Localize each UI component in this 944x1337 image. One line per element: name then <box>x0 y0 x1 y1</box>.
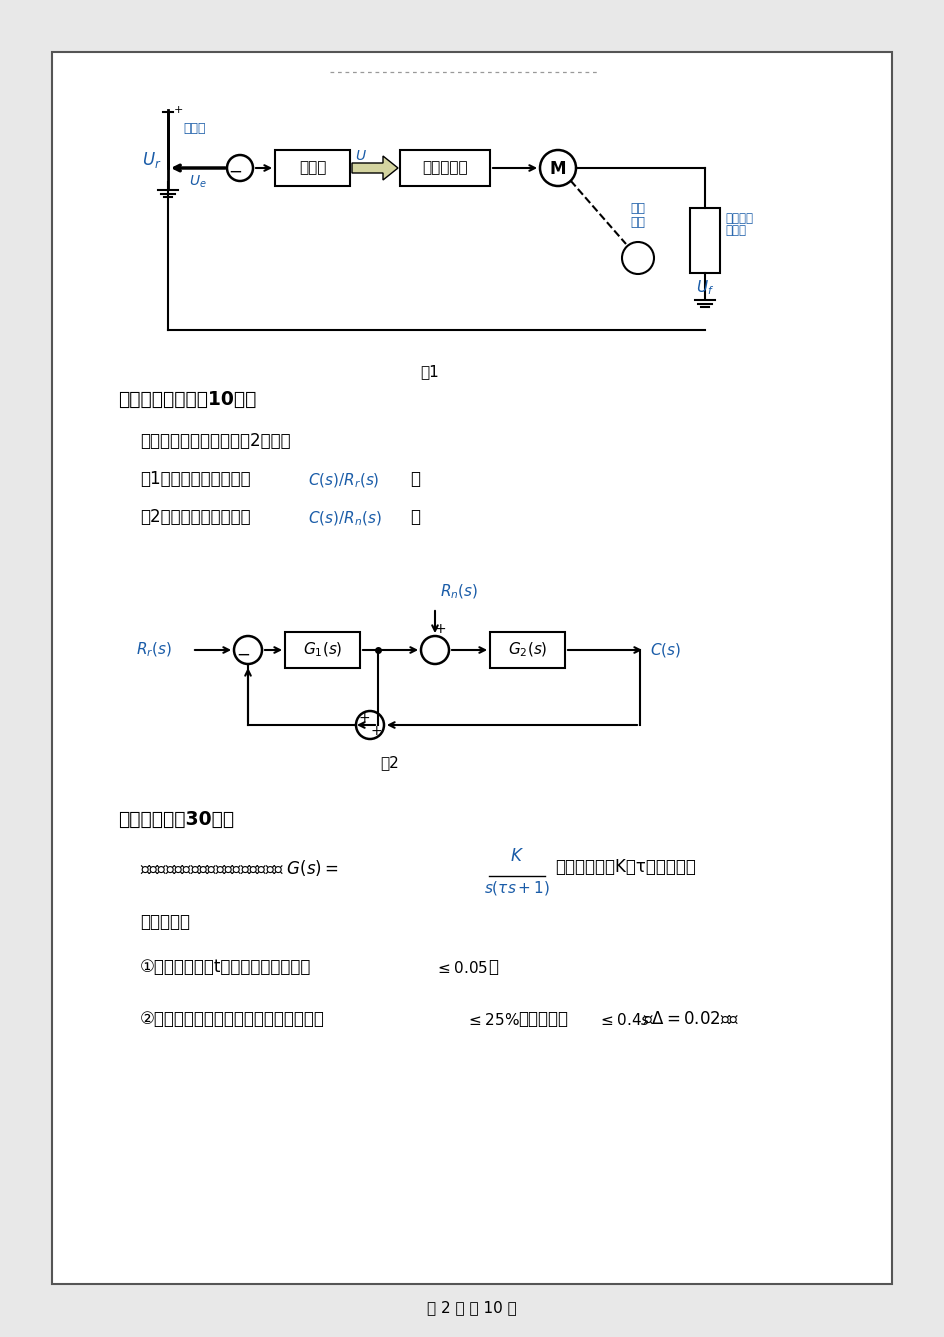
FancyBboxPatch shape <box>52 52 891 1284</box>
Text: +: + <box>358 711 369 725</box>
FancyBboxPatch shape <box>490 632 565 668</box>
Text: +: + <box>433 622 446 636</box>
FancyBboxPatch shape <box>399 150 490 186</box>
Text: 功率放大器: 功率放大器 <box>422 160 467 175</box>
Text: $\leq 25\%$: $\leq 25\%$ <box>465 1012 519 1028</box>
Text: 。: 。 <box>410 508 419 525</box>
Text: （2）求系统的传递函数: （2）求系统的传递函数 <box>140 508 250 525</box>
Text: $U_e$: $U_e$ <box>189 174 207 190</box>
Text: 机构: 机构 <box>630 215 645 229</box>
Text: U: U <box>355 148 364 163</box>
Text: 第 2 页 共 10 页: 第 2 页 共 10 页 <box>427 1301 516 1316</box>
Text: $U_f$: $U_f$ <box>695 278 714 297</box>
Text: +: + <box>370 725 381 738</box>
FancyBboxPatch shape <box>285 632 360 668</box>
Text: +: + <box>174 106 183 115</box>
Text: $\leq 0.05$: $\leq 0.05$ <box>434 960 488 976</box>
Text: 设定点: 设定点 <box>183 122 206 135</box>
Text: $C(s)/R_r(s)$: $C(s)/R_r(s)$ <box>308 472 379 491</box>
Text: 已知某系统的结构图如图2所示，: 已知某系统的结构图如图2所示， <box>140 432 291 451</box>
Text: 走料: 走料 <box>630 202 645 214</box>
Text: 图1: 图1 <box>420 365 439 380</box>
Text: −: − <box>236 646 249 664</box>
Text: $K$: $K$ <box>510 848 523 865</box>
Text: $C(s)/R_n(s)$: $C(s)/R_n(s)$ <box>308 509 381 528</box>
Text: 如下指标：: 如下指标： <box>140 913 190 931</box>
Text: （$\Delta =0.02$）。: （$\Delta =0.02$）。 <box>642 1009 738 1028</box>
Text: $\leq 0.4s$: $\leq 0.4s$ <box>598 1012 649 1028</box>
Text: ②当输入信号为单位阶跃信号时，超调量: ②当输入信号为单位阶跃信号时，超调量 <box>140 1009 325 1028</box>
FancyBboxPatch shape <box>689 209 719 273</box>
Text: 图2: 图2 <box>380 755 399 770</box>
Text: ；: ； <box>487 959 497 976</box>
Text: ，调节时间: ，调节时间 <box>517 1009 567 1028</box>
Text: −: − <box>228 163 242 180</box>
FancyBboxPatch shape <box>275 150 349 186</box>
Text: ；: ； <box>410 471 419 488</box>
Text: ①当输入信号为t时，系统的稳态误差: ①当输入信号为t时，系统的稳态误差 <box>140 959 311 976</box>
Text: 四、计算题（30分）: 四、计算题（30分） <box>118 810 234 829</box>
Text: $C(s)$: $C(s)$ <box>649 640 681 659</box>
Text: M: M <box>549 160 565 178</box>
Text: 三、求传递函数（10分）: 三、求传递函数（10分） <box>118 390 256 409</box>
Text: $G_2(s)$: $G_2(s)$ <box>507 640 547 659</box>
Text: $R_n(s)$: $R_n(s)$ <box>440 583 478 602</box>
Text: 已知某单位负反馈系统的开环传递函数 $G(s)=$: 已知某单位负反馈系统的开环传递函数 $G(s)=$ <box>140 858 339 878</box>
Polygon shape <box>351 156 397 180</box>
Text: $U_r$: $U_r$ <box>143 150 161 170</box>
Text: 光电位置: 光电位置 <box>724 211 752 225</box>
Text: 传感器: 传感器 <box>724 225 745 238</box>
Text: $R_r(s)$: $R_r(s)$ <box>136 640 172 659</box>
Text: $G_1(s)$: $G_1(s)$ <box>302 640 342 659</box>
Text: 控制器: 控制器 <box>298 160 326 175</box>
Text: $s(\tau s+1)$: $s(\tau s+1)$ <box>483 878 549 897</box>
Text: （1）求系统的传递函数: （1）求系统的传递函数 <box>140 471 250 488</box>
Text: ，试选择参数K和τ的值以满足: ，试选择参数K和τ的值以满足 <box>554 858 695 876</box>
